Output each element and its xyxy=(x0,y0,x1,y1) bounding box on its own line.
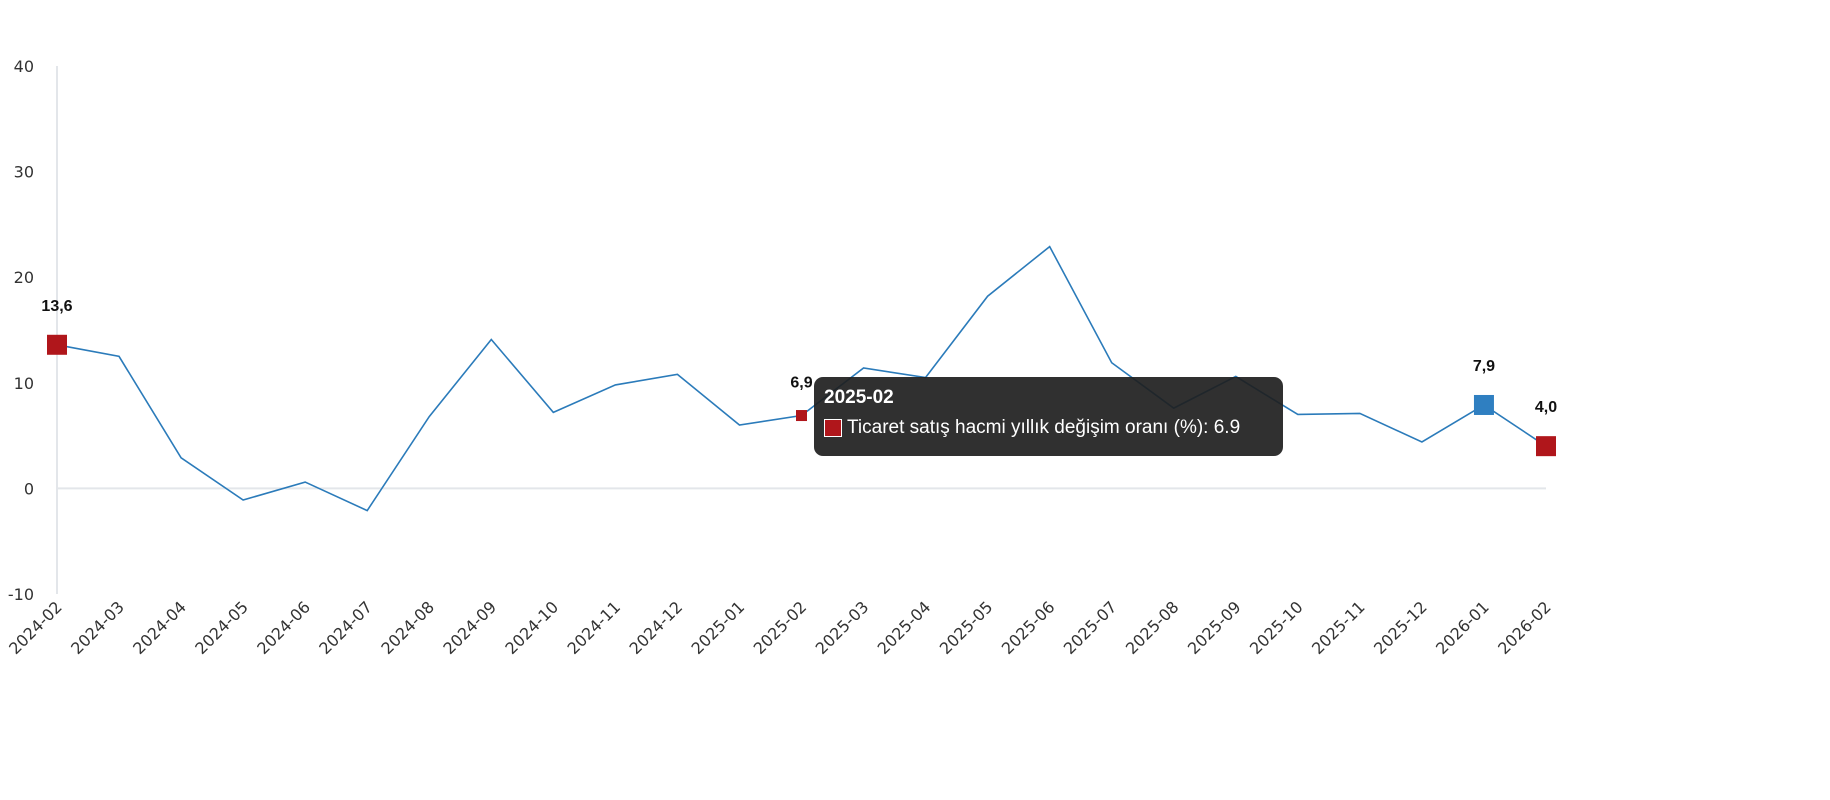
x-tick-label: 2025-02 xyxy=(750,597,811,658)
x-tick-label: 2024-03 xyxy=(67,597,128,658)
data-label: 7,9 xyxy=(1473,358,1495,375)
x-tick-label: 2025-06 xyxy=(998,597,1059,658)
x-tick-label: 2025-07 xyxy=(1060,597,1121,658)
data-label: 4,0 xyxy=(1535,399,1557,416)
y-tick-label: 0 xyxy=(24,479,34,498)
x-tick-label: 2025-09 xyxy=(1184,597,1245,658)
series-swatch xyxy=(824,419,842,437)
data-point-marker xyxy=(1536,436,1556,457)
y-tick-label: 40 xyxy=(14,57,34,76)
tooltip-title: 2025-02 xyxy=(824,387,894,408)
x-tick-label: 2024-06 xyxy=(253,597,314,658)
x-tick-label: 2024-08 xyxy=(377,597,438,658)
tooltip: 2025-02 Ticaret satış hacmi yıllık değiş… xyxy=(814,377,1283,456)
x-tick-label: 2025-01 xyxy=(688,597,749,658)
y-tick-label: -10 xyxy=(8,585,34,604)
x-tick-label: 2025-08 xyxy=(1122,597,1183,658)
x-tick-label: 2024-02 xyxy=(5,597,66,658)
x-tick-label: 2024-07 xyxy=(315,597,376,658)
data-point-marker xyxy=(47,334,67,355)
x-tick-label: 2025-05 xyxy=(936,597,997,658)
y-tick-label: 30 xyxy=(14,163,34,182)
x-tick-label: 2026-01 xyxy=(1432,597,1493,658)
y-tick-label: 10 xyxy=(14,374,34,393)
data-point-marker xyxy=(1473,394,1494,415)
data-label: 13,6 xyxy=(41,298,72,315)
x-tick-label: 2024-09 xyxy=(439,597,500,658)
x-tick-label: 2026-02 xyxy=(1494,597,1555,658)
data-point-marker xyxy=(796,410,807,422)
x-tick-label: 2025-04 xyxy=(874,597,935,658)
x-tick-label: 2025-11 xyxy=(1308,597,1369,658)
x-tick-label: 2024-04 xyxy=(129,597,190,658)
x-tick-label: 2024-10 xyxy=(501,597,562,658)
x-tick-label: 2024-11 xyxy=(563,597,624,658)
tooltip-row: Ticaret satış hacmi yıllık değişim oranı… xyxy=(824,417,1273,439)
x-tick-label: 2024-05 xyxy=(191,597,252,658)
x-tick-label: 2024-12 xyxy=(626,597,687,658)
x-tick-label: 2025-03 xyxy=(812,597,873,658)
y-tick-label: 20 xyxy=(14,268,34,287)
x-tick-label: 2025-10 xyxy=(1246,597,1307,658)
x-tick-label: 2025-12 xyxy=(1370,597,1431,658)
data-label: 6,9 xyxy=(790,375,812,392)
tooltip-text: Ticaret satış hacmi yıllık değişim oranı… xyxy=(847,417,1241,438)
